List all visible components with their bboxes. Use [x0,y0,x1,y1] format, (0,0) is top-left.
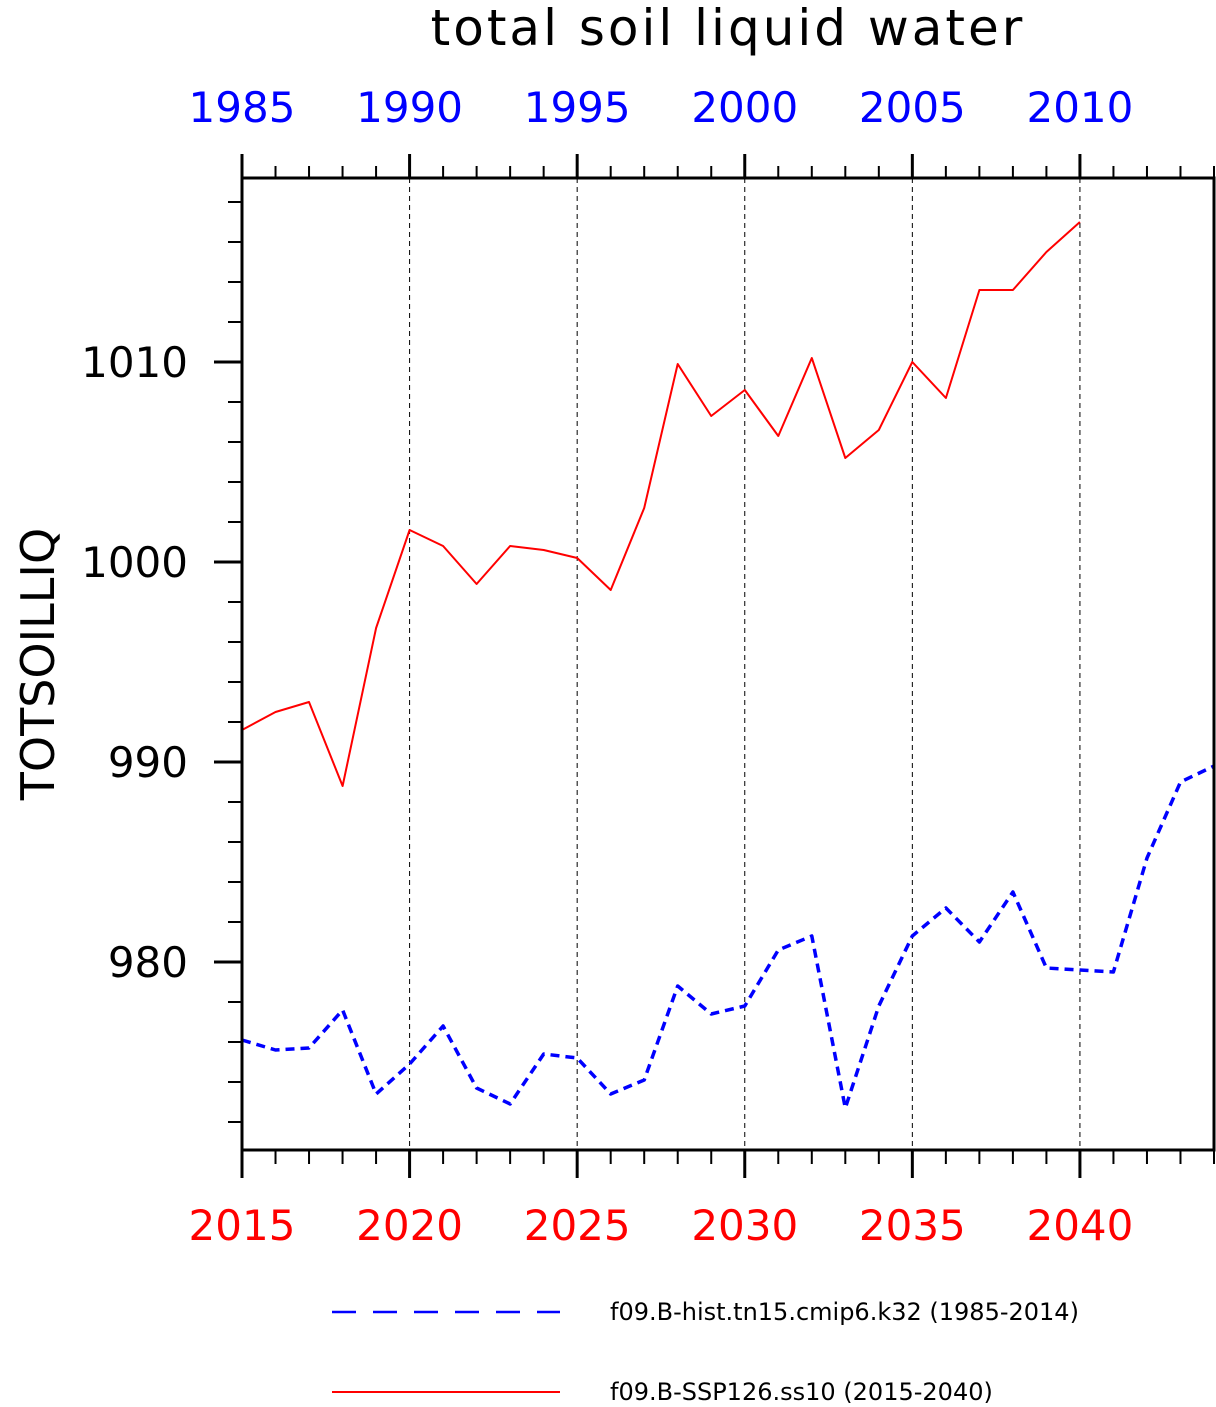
plot-frame [240,176,1216,1152]
axis-ticks [214,154,1215,1178]
x-top-tick-label: 2005 [859,83,966,132]
series-lines [241,221,1215,1110]
x-top-tick-label: 2000 [691,83,798,132]
y-tick-label: 990 [108,738,188,787]
x-bottom-tick-label: 2025 [524,1201,631,1250]
y-axis-label: TOTSOILLIQ [11,528,65,801]
series-line-1 [241,221,1081,787]
legend: f09.B-hist.tn15.cmip6.k32 (1985-2014) f0… [332,1298,1079,1406]
x-top-tick-label: 2010 [1026,83,1133,132]
legend-label-hist: f09.B-hist.tn15.cmip6.k32 (1985-2014) [610,1298,1079,1326]
x-bottom-tick-label: 2035 [859,1201,966,1250]
grid-lines [409,178,1081,1150]
chart-title: total soil liquid water [431,0,1026,57]
x-bottom-tick-label: 2030 [691,1201,798,1250]
y-tick-label: 980 [108,938,188,987]
y-tick-label: 1000 [81,538,188,587]
x-bottom-tick-label: 2040 [1026,1201,1133,1250]
x-top-tick-label: 1985 [189,83,296,132]
legend-label-ssp126: f09.B-SSP126.ss10 (2015-2040) [610,1378,993,1406]
x-top-tick-label: 1990 [356,83,463,132]
x-bottom-tick-label: 2015 [189,1201,296,1250]
series-line-0 [241,764,1215,1110]
y-tick-label: 1010 [81,338,188,387]
tick-labels: 2015 2020 2025 2030 2035 2040 1985 1990 1995 2000… [81,83,1133,1250]
x-bottom-tick-label: 2020 [356,1201,463,1250]
x-top-tick-label: 1995 [524,83,631,132]
